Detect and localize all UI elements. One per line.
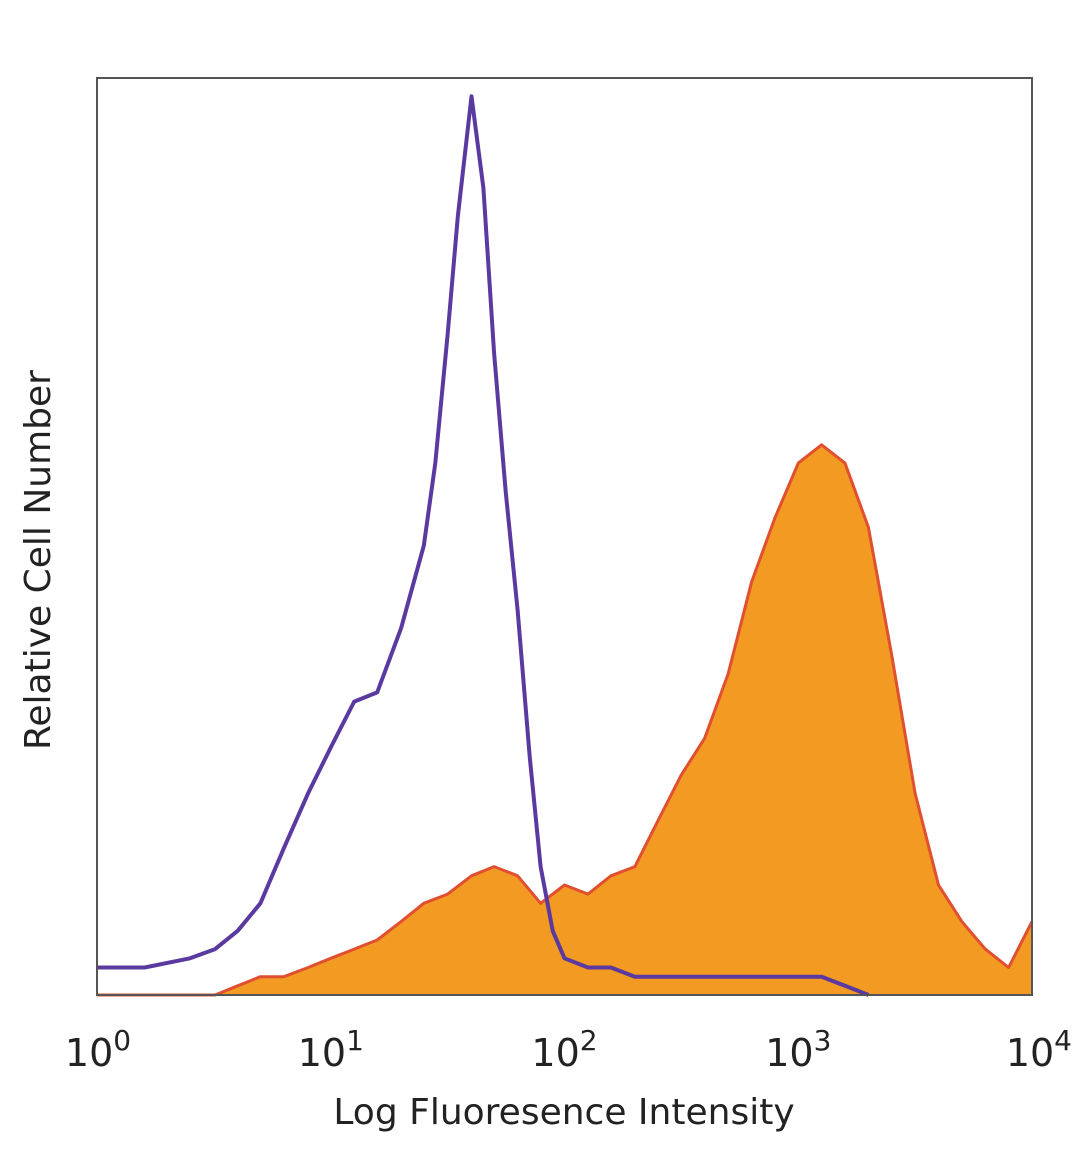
x-tick-labels: 100 101 102 103 104 xyxy=(65,1024,1072,1075)
x-tick-base: 10 xyxy=(65,1031,113,1075)
x-tick-exponent: 1 xyxy=(346,1024,364,1057)
x-tick-base: 10 xyxy=(1006,1031,1054,1075)
x-axis-label: Log Fluoresence Intensity xyxy=(333,1092,794,1133)
plot-frame xyxy=(96,77,1033,996)
x-tick-label: 100 xyxy=(65,1024,131,1075)
series-layer xyxy=(97,94,1034,997)
x-tick-label: 102 xyxy=(531,1024,597,1075)
x-tick-base: 10 xyxy=(298,1031,346,1075)
x-tick-exponent: 0 xyxy=(113,1024,131,1057)
series-1-line xyxy=(97,94,870,997)
x-tick-exponent: 3 xyxy=(814,1024,832,1057)
x-tick-base: 10 xyxy=(765,1031,813,1075)
x-tick-label: 104 xyxy=(1006,1024,1072,1075)
x-tick-label: 103 xyxy=(765,1024,831,1075)
y-axis-label: Relative Cell Number xyxy=(18,370,59,750)
x-tick-base: 10 xyxy=(531,1031,579,1075)
x-tick-exponent: 2 xyxy=(580,1024,598,1057)
x-tick-exponent: 4 xyxy=(1054,1024,1072,1057)
series-0-line xyxy=(97,443,1034,997)
x-tick-label: 101 xyxy=(298,1024,364,1075)
series-0-area xyxy=(97,444,1032,995)
